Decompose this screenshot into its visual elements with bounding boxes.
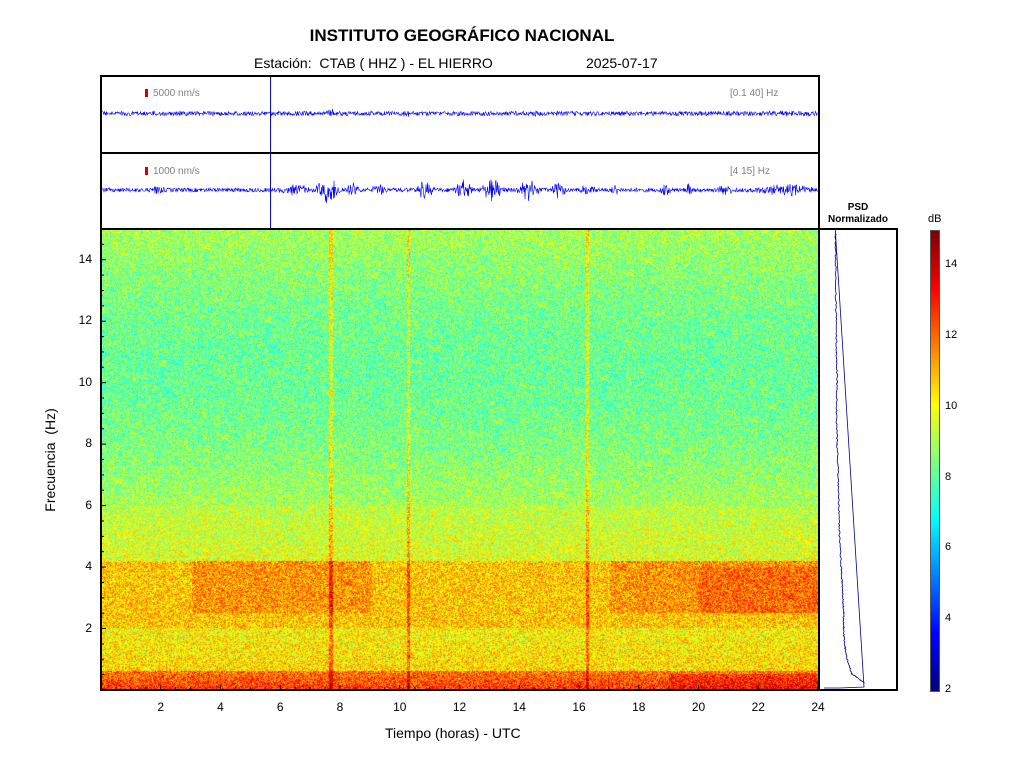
psd-title-line1: PSD bbox=[847, 202, 869, 213]
y-tick-label: 6 bbox=[85, 497, 92, 512]
station-label: Estación: CTAB ( HHZ ) - EL HIERRO bbox=[254, 55, 493, 71]
x-tick-label: 18 bbox=[632, 700, 646, 714]
colorbar-tick-label: 2 bbox=[945, 683, 952, 695]
amplitude-scale-label: 5000 nm/s bbox=[153, 88, 200, 99]
y-axis-title: Frecuencia (Hz) bbox=[42, 408, 58, 512]
colorbar-tick-label: 12 bbox=[945, 329, 958, 342]
x-tick-label: 2 bbox=[157, 700, 165, 714]
amplitude-scale-bar bbox=[145, 167, 148, 175]
y-tick-label: 12 bbox=[78, 313, 92, 328]
frequency-band-label: [4 15] Hz bbox=[730, 166, 771, 177]
psd-title-line2: Normalizado bbox=[827, 214, 888, 225]
x-tick-label: 10 bbox=[393, 700, 407, 714]
colorbar-unit: dB bbox=[928, 213, 942, 225]
x-tick-label: 22 bbox=[751, 700, 765, 714]
spectrogram-panel bbox=[100, 228, 820, 691]
seismogram-trace-filtered bbox=[102, 154, 818, 228]
y-tick-label: 4 bbox=[85, 559, 92, 574]
page-title: INSTITUTO GEOGRÁFICO NACIONAL bbox=[309, 26, 615, 45]
seismogram-trace-broadband bbox=[102, 77, 818, 152]
x-tick-label: 6 bbox=[276, 700, 284, 714]
y-tick-label: 2 bbox=[85, 620, 92, 635]
waveform-line bbox=[102, 179, 818, 204]
trace-panel-broadband: 5000 nm/s [0.1 40] Hz bbox=[100, 75, 820, 154]
y-tick-label: 10 bbox=[78, 374, 92, 389]
x-tick-label: 24 bbox=[811, 700, 825, 714]
waveform-line bbox=[102, 108, 818, 117]
frequency-band-label: [0.1 40] Hz bbox=[730, 88, 779, 99]
date-label: 2025-07-17 bbox=[586, 55, 658, 71]
colorbar-tick-label: 10 bbox=[945, 399, 958, 412]
colorbar bbox=[930, 230, 940, 692]
colorbar-tick-label: 6 bbox=[945, 541, 952, 554]
psd-title: PSD Normalizado bbox=[818, 202, 898, 226]
x-axis-title: Tiempo (horas) - UTC bbox=[385, 725, 521, 741]
x-tick-label: 16 bbox=[572, 700, 586, 714]
psd-panel bbox=[818, 228, 898, 691]
x-tick-label: 14 bbox=[512, 700, 526, 714]
colorbar-tick-label: 8 bbox=[945, 470, 952, 483]
colorbar-tick-label: 4 bbox=[945, 612, 952, 625]
spectrogram-heatmap bbox=[102, 230, 818, 689]
psd-line bbox=[824, 229, 865, 689]
amplitude-scale-label: 1000 nm/s bbox=[153, 166, 200, 177]
trace-panel-filtered: 1000 nm/s [4 15] Hz bbox=[100, 152, 820, 230]
x-tick-label: 8 bbox=[336, 700, 344, 714]
x-tick-label: 4 bbox=[217, 700, 224, 714]
amplitude-scale-bar bbox=[145, 89, 148, 97]
psd-curve bbox=[824, 229, 865, 689]
y-tick-label: 14 bbox=[78, 251, 92, 266]
x-tick-label: 12 bbox=[452, 700, 467, 714]
colorbar-tick-label: 14 bbox=[945, 258, 958, 271]
x-tick-label: 20 bbox=[691, 700, 706, 714]
y-tick-label: 8 bbox=[85, 436, 92, 451]
